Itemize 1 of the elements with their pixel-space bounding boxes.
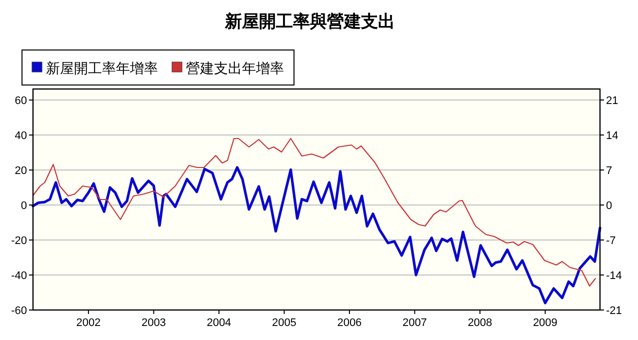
title: 新屋開工率與營建支出	[225, 12, 395, 31]
